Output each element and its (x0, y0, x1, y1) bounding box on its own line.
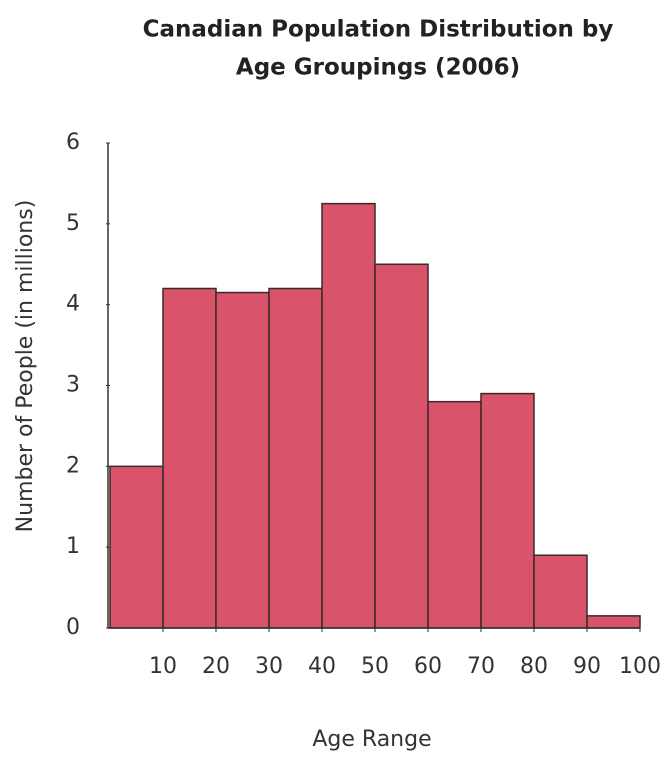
x-axis-label: Age Range (312, 727, 431, 752)
y-tick-label: 4 (66, 292, 80, 317)
y-tick-label: 3 (66, 373, 80, 398)
bar (162, 287, 217, 629)
chart-title: Canadian Population Distribution by (143, 17, 614, 43)
x-tick-label: 100 (619, 654, 661, 679)
x-tick-label: 90 (573, 654, 601, 679)
bar (586, 615, 641, 629)
y-tick-label: 6 (66, 130, 80, 155)
bar (215, 291, 270, 629)
y-tick-label: 2 (66, 453, 80, 478)
y-tick-label: 0 (66, 615, 80, 640)
bar (533, 554, 588, 629)
bar (374, 263, 429, 629)
x-tick-label: 20 (202, 654, 230, 679)
x-tick-label: 10 (149, 654, 177, 679)
x-tick-label: 80 (520, 654, 548, 679)
bar (480, 392, 535, 629)
x-tick-label: 30 (255, 654, 283, 679)
chart-title: Age Groupings (2006) (236, 55, 520, 81)
x-tick-label: 70 (467, 654, 495, 679)
x-tick-label: 60 (414, 654, 442, 679)
y-axis-label: Number of People (in millions) (13, 200, 38, 533)
x-tick-label: 50 (361, 654, 389, 679)
y-tick-label: 5 (66, 211, 80, 236)
x-tick-label: 40 (308, 654, 336, 679)
bar (268, 287, 323, 629)
bar (109, 465, 164, 629)
bar (427, 400, 482, 629)
bar (321, 202, 376, 629)
y-tick-label: 1 (66, 534, 80, 559)
